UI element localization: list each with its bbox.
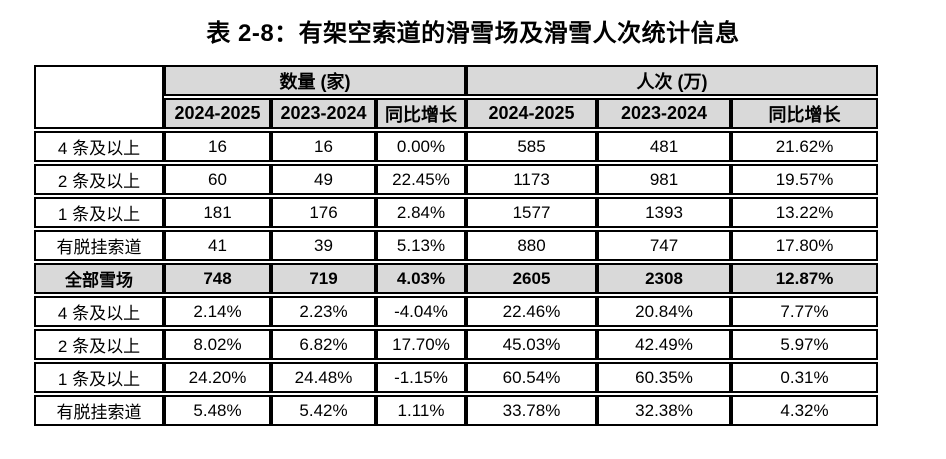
row-label: 2 条及以上 — [34, 329, 164, 360]
table-cell: 1393 — [597, 197, 732, 228]
table-cell: 24.48% — [271, 362, 376, 393]
table-cell: 12.87% — [731, 263, 879, 294]
table-cell: 747 — [597, 230, 732, 261]
group-header-quantity: 数量 (家) — [164, 65, 467, 96]
table-cell: 45.03% — [466, 329, 598, 360]
table-cell: 1577 — [466, 197, 598, 228]
table-cell: 42.49% — [597, 329, 732, 360]
table-cell: 481 — [597, 131, 732, 162]
column-header-visits-yoy-growth: 同比增长 — [731, 98, 879, 129]
table-cell: -4.04% — [376, 296, 467, 327]
table-cell: 32.38% — [597, 395, 732, 426]
row-label: 4 条及以上 — [34, 131, 164, 162]
table-cell: 22.46% — [466, 296, 598, 327]
table-cell: 60 — [164, 164, 271, 195]
row-label: 2 条及以上 — [34, 164, 164, 195]
table-cell: 2308 — [597, 263, 732, 294]
table-cell: 16 — [164, 131, 271, 162]
row-label: 1 条及以上 — [34, 197, 164, 228]
table-cell: 17.80% — [731, 230, 879, 261]
table-row: 2 条及以上 60 49 22.45% 1173 981 19.57% — [34, 164, 879, 195]
table-cell: 49 — [271, 164, 376, 195]
table-header: 数量 (家) 人次 (万) 2024-2025 2023-2024 同比增长 2… — [34, 65, 879, 129]
table-cell: 7.77% — [731, 296, 879, 327]
column-header-qty-2023-2024: 2023-2024 — [271, 98, 376, 129]
table-cell: -1.15% — [376, 362, 467, 393]
stats-table: 数量 (家) 人次 (万) 2024-2025 2023-2024 同比增长 2… — [34, 63, 879, 428]
column-header-qty-yoy-growth: 同比增长 — [376, 98, 467, 129]
table-cell: 4.32% — [731, 395, 879, 426]
row-label: 1 条及以上 — [34, 362, 164, 393]
table-cell: 1173 — [466, 164, 598, 195]
table-cell: 20.84% — [597, 296, 732, 327]
table-cell: 41 — [164, 230, 271, 261]
row-label: 全部雪场 — [34, 263, 164, 294]
table-cell: 8.02% — [164, 329, 271, 360]
table-row: 4 条及以上 2.14% 2.23% -4.04% 22.46% 20.84% 7.77% — [34, 296, 879, 327]
table-cell: 748 — [164, 263, 271, 294]
table-cell: 0.31% — [731, 362, 879, 393]
table-row: 全部雪场 748 719 4.03% 2605 2308 12.87% — [34, 263, 879, 294]
table-cell: 981 — [597, 164, 732, 195]
row-label: 有脱挂索道 — [34, 230, 164, 261]
table-cell: 719 — [271, 263, 376, 294]
table-body: 4 条及以上 16 16 0.00% 585 481 21.62% 2 条及以上 60 49 22.… — [34, 131, 879, 426]
group-header-row: 数量 (家) 人次 (万) — [34, 65, 879, 129]
table-cell: 5.48% — [164, 395, 271, 426]
table-row: 有脱挂索道 5.48% 5.42% 1.11% 33.78% 32.38% 4.32% — [34, 395, 879, 426]
table-row: 1 条及以上 24.20% 24.48% -1.15% 60.54% 60.35% 0.31… — [34, 362, 879, 393]
column-header-qty-2024-2025: 2024-2025 — [164, 98, 271, 129]
column-header-visits-2023-2024: 2023-2024 — [597, 98, 732, 129]
table-row: 有脱挂索道 41 39 5.13% 880 747 17.80% — [34, 230, 879, 261]
row-label: 有脱挂索道 — [34, 395, 164, 426]
column-header-row: 2024-2025 2023-2024 同比增长 2024-2025 2023-… — [34, 98, 879, 129]
table-cell: 39 — [271, 230, 376, 261]
table-row: 4 条及以上 16 16 0.00% 585 481 21.62% — [34, 131, 879, 162]
table-cell: 19.57% — [731, 164, 879, 195]
corner-cell — [34, 65, 164, 129]
table-cell: 0.00% — [376, 131, 467, 162]
table-cell: 585 — [466, 131, 598, 162]
table-title: 表 2-8：有架空索道的滑雪场及滑雪人次统计信息 — [206, 20, 740, 47]
table-cell: 1.11% — [376, 395, 467, 426]
table-cell: 4.03% — [376, 263, 467, 294]
table-cell: 22.45% — [376, 164, 467, 195]
table-cell: 181 — [164, 197, 271, 228]
table-row: 1 条及以上 181 176 2.84% 1577 1393 13.22% — [34, 197, 879, 228]
table-row: 2 条及以上 8.02% 6.82% 17.70% 45.03% 42.49% 5.97% — [34, 329, 879, 360]
table-cell: 5.13% — [376, 230, 467, 261]
table-cell: 880 — [466, 230, 598, 261]
table-cell: 2.23% — [271, 296, 376, 327]
table-cell: 33.78% — [466, 395, 598, 426]
page: 表 2-8：有架空索道的滑雪场及滑雪人次统计信息 数量 (家) 人次 (万) 2… — [0, 13, 946, 428]
table-cell: 13.22% — [731, 197, 879, 228]
table-cell: 21.62% — [731, 131, 879, 162]
table-cell: 2605 — [466, 263, 598, 294]
table-cell: 60.54% — [466, 362, 598, 393]
table-cell: 2.14% — [164, 296, 271, 327]
table-cell: 60.35% — [597, 362, 732, 393]
column-header-visits-2024-2025: 2024-2025 — [466, 98, 598, 129]
table-cell: 24.20% — [164, 362, 271, 393]
table-cell: 6.82% — [271, 329, 376, 360]
group-header-visits: 人次 (万) — [466, 65, 879, 96]
row-label: 4 条及以上 — [34, 296, 164, 327]
table-cell: 176 — [271, 197, 376, 228]
table-cell: 2.84% — [376, 197, 467, 228]
table-cell: 16 — [271, 131, 376, 162]
table-cell: 5.42% — [271, 395, 376, 426]
table-cell: 5.97% — [731, 329, 879, 360]
table-cell: 17.70% — [376, 329, 467, 360]
